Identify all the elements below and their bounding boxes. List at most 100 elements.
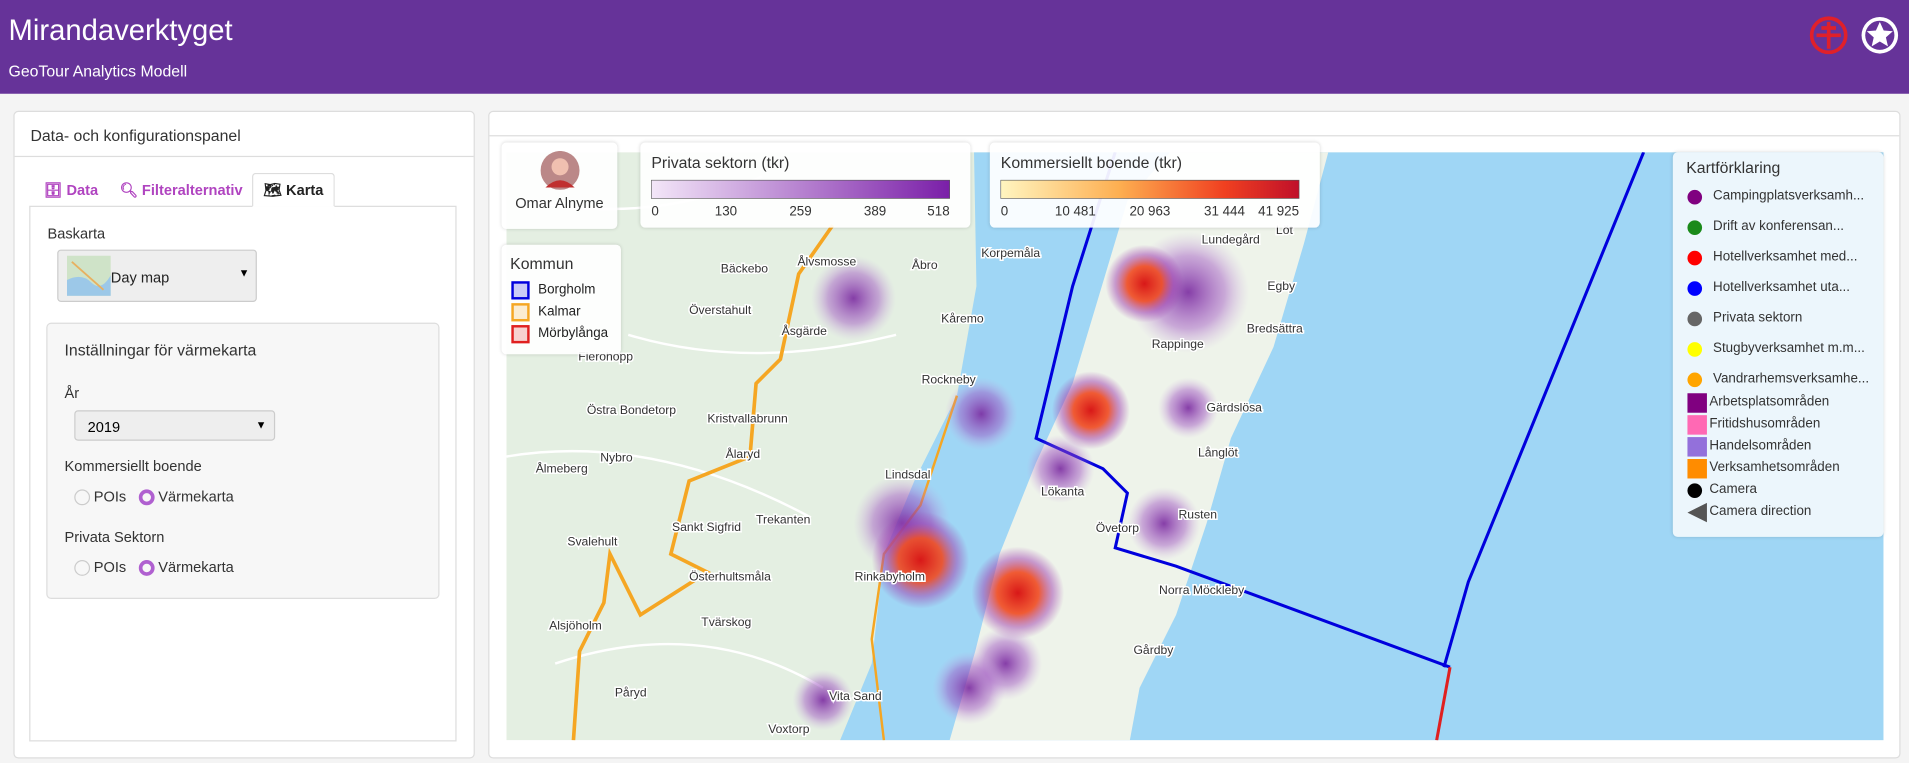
basemap-select[interactable]: Day map ▼ [57,249,257,302]
avatar [540,150,580,190]
place-label: Långlöt [1198,446,1239,460]
tab-filter[interactable]: 🔍︎ Filteralternativ [119,181,243,199]
place-label: Alsjöholm [549,618,602,632]
place-label: Kåremo [941,312,984,326]
place-label: Rappinge [1152,337,1204,351]
app-title: Mirandaverktyget [8,14,233,48]
place-label: Ålaryd [726,446,760,461]
place-label: Trekanten [756,513,810,527]
year-select[interactable]: 2019 ▼ [74,410,276,441]
place-label: Sankt Sigfrid [672,520,741,534]
place-label: Östra Bondetorp [587,403,676,417]
gradient [1000,179,1300,199]
radio[interactable] [138,489,155,506]
color-bar: 0 10 481 20 963 31 444 41 925 [1000,179,1300,218]
heatmap [792,231,1250,731]
place-label: Lundegård [1202,232,1260,246]
map[interactable]: Bäckebo Ålvsmosse Åbro Korpemåla Överstahult… [506,152,1884,741]
legend-symbol [1687,437,1707,457]
settings-card [46,322,440,600]
panel-title: Data- och konfigurationspanel [30,126,241,145]
radio-label: Värmekarta [158,558,234,576]
tick-label: 518 [927,203,949,218]
radio-label: POIs [93,488,127,506]
legend-label: Drift av konferensan... [1713,219,1845,234]
year-value: 2019 [87,418,121,436]
kommun-name: Mörbylånga [538,326,609,341]
kommun-title: Kommun [510,254,574,273]
borgholm-border [1034,152,1646,669]
place-label: Bredsättra [1247,321,1303,335]
legend-symbol [1687,415,1707,435]
basemap-value: Day map [110,269,170,287]
place-label: Ålvsmosse [797,253,856,268]
basemap-thumb [66,255,111,296]
legend-label: Camera [1709,482,1758,497]
legend-symbol [1687,393,1707,413]
radio[interactable] [74,489,91,506]
gradient-legend: Privata sektorn (tkr) 0 130 259 389 518 [640,142,971,228]
header: Mirandaverktyget GeoTour Analytics Model… [0,0,1909,94]
app-subtitle: GeoTour Analytics Modell [8,62,188,81]
map-legend: Kartförklaring Campingplatsverksamh... Dr… [1672,152,1884,537]
color-bar: 0 130 259 389 518 [651,179,950,218]
kommun-swatch [511,303,530,322]
group-label: Privata Sektorn [64,528,165,546]
settings-title: Inställningar för värmekarta [64,340,257,360]
year-label: År [64,384,80,402]
legend-symbol [1687,372,1703,388]
tick-label: 20 963 [1129,203,1170,218]
place-label: Gårdby [1133,643,1174,657]
tick-label: 0 [1001,203,1008,218]
tab-label: Filteralternativ [141,181,243,199]
place-label: Åsgärde [782,323,828,338]
tab-karta[interactable]: 🗺︎ Karta [252,172,335,207]
caret: ▼ [255,418,267,431]
legend-label: Camera direction [1709,504,1812,519]
place-label: Ålmeberg [536,460,588,475]
legend-symbol [1687,220,1703,235]
tick-label: 130 [715,203,737,218]
legend-symbol [1687,458,1707,479]
legend-label: Stugbyverksamhet m.m... [1713,340,1865,356]
legend-label: Privata sektorn [1713,310,1803,326]
place-label: Svalehult [567,534,618,548]
radio[interactable] [138,560,155,576]
kommun-swatch [511,325,530,344]
tick-label: 389 [864,203,886,218]
kommun-legend: Kommun Borgholm Kalmar Mörbylånga [501,244,621,355]
legend-label: Hotellverksamhet uta... [1713,280,1850,295]
legend-label: Vandrarhemsverksamhe... [1713,371,1870,386]
morbylanga-border [1435,666,1452,741]
tab-data[interactable]: 🗄 Data [43,181,99,199]
place-labels: Bäckebo Ålvsmosse Åbro Korpemåla Överstahult… [534,221,1304,737]
place-label: Kristvallabrunn [707,411,787,425]
basemap-label: Baskarta [47,225,106,243]
place-label: Bäckebo [721,262,769,276]
place-label: Österhultsmåla [689,570,771,584]
radio[interactable] [74,560,91,576]
tick-label: 0 [651,203,658,218]
place-label: Norra Möckleby [1159,583,1245,597]
radio-label: POIs [93,558,127,576]
star-icon[interactable] [1859,15,1900,56]
place-label: Gärdslösa [1207,401,1263,415]
legend-label: Arbetsplatsområden [1709,394,1830,410]
divider [489,135,1900,137]
place-label: Lindsdal [885,467,930,481]
caret: ▼ [238,266,250,279]
legend-label: Verksamhetsområden [1709,460,1840,475]
logo-icon [1809,16,1848,55]
place-label: Voxtorp [768,722,809,736]
legend-symbol [1687,311,1703,327]
user-card[interactable]: Omar Alnyme [501,142,618,229]
place-label: Rinkabyholm [855,570,925,584]
place-label: Rockneby [922,373,977,387]
divider [14,155,474,158]
legend-symbol [1687,189,1703,205]
place-label: Rusten [1179,508,1218,522]
tick-label: 31 444 [1204,203,1245,218]
user-name: Omar Alnyme [515,194,604,212]
